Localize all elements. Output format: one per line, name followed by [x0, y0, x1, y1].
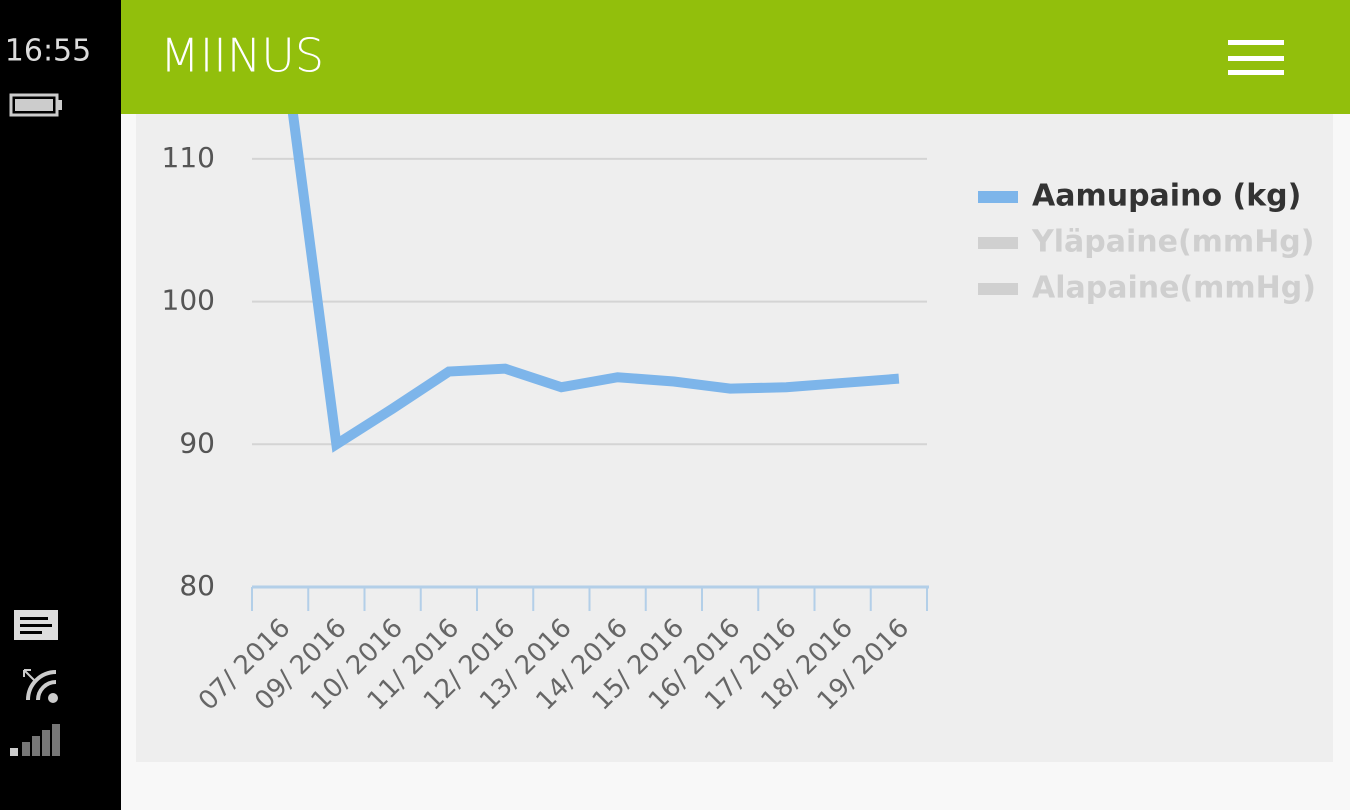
data-line: [275, 15, 900, 453]
legend-item[interactable]: Yläpaine(mmHg): [978, 225, 1314, 260]
legend-label: Alapaine(mmHg): [1032, 271, 1316, 306]
menu-button[interactable]: [1228, 40, 1284, 75]
wifi-icon: [23, 669, 58, 703]
legend-swatch: [978, 191, 1018, 203]
legend-item[interactable]: Alapaine(mmHg): [978, 271, 1316, 306]
clock: 16:55: [5, 34, 91, 69]
notification-icon: [14, 610, 58, 640]
legend-item[interactable]: Aamupaino (kg): [978, 179, 1301, 214]
menu-bar: [1228, 70, 1284, 75]
legend-swatch: [978, 237, 1018, 249]
y-tick-label: 80: [179, 569, 215, 602]
battery-icon: [9, 93, 62, 117]
legend-swatch: [978, 283, 1018, 295]
app-title: MIINUS: [160, 29, 324, 83]
signal-icon: [10, 724, 60, 756]
app-header: [121, 0, 1350, 114]
menu-bar: [1228, 56, 1284, 61]
legend-label: Yläpaine(mmHg): [1031, 225, 1314, 260]
y-tick-label: 110: [162, 141, 215, 174]
menu-bar: [1228, 40, 1284, 45]
y-tick-label: 90: [179, 426, 215, 459]
y-tick-label: 100: [162, 284, 215, 317]
legend-label: Aamupaino (kg): [1032, 179, 1301, 214]
status-bar: [0, 0, 121, 810]
